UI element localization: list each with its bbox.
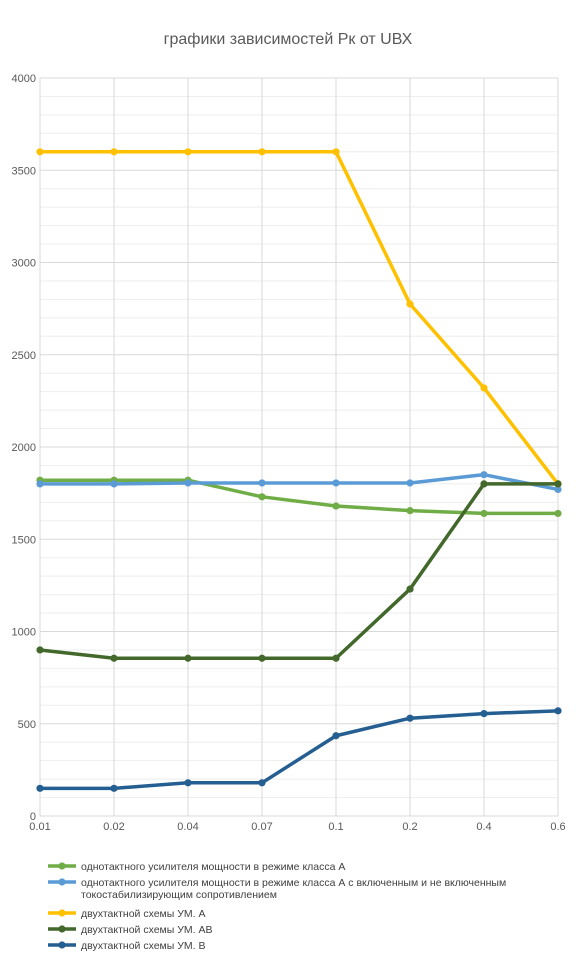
x-tick-label: 0.02 xyxy=(103,821,124,833)
legend-label: однотактного усилителя мощности в режиме… xyxy=(81,877,506,901)
y-tick-label: 4000 xyxy=(12,73,36,85)
legend-item-2: однотактного усилителя мощности в режиме… xyxy=(48,877,506,901)
legend-item-1: однотактного усилителя мощности в режиме… xyxy=(48,861,345,873)
y-tick-label: 1500 xyxy=(12,534,36,546)
series-2 xyxy=(36,471,562,494)
data-point xyxy=(184,148,192,156)
series-line xyxy=(38,472,560,492)
data-point xyxy=(184,479,192,487)
data-point xyxy=(332,732,340,740)
data-point xyxy=(110,480,118,488)
data-point xyxy=(110,654,118,662)
series-line xyxy=(38,478,560,516)
data-point xyxy=(554,707,562,715)
y-tick-label: 3000 xyxy=(12,258,36,270)
data-point xyxy=(554,480,562,488)
series-5 xyxy=(36,707,562,792)
series-1 xyxy=(36,476,562,518)
data-point xyxy=(480,710,488,718)
y-tick-label: 2500 xyxy=(12,350,36,362)
x-tick-label: 0.07 xyxy=(251,821,272,833)
data-point xyxy=(258,479,266,487)
data-point xyxy=(258,493,266,501)
data-point xyxy=(36,646,44,654)
x-tick-label: 0.1 xyxy=(328,821,343,833)
chart-title: графики зависимостей Рк от UВХ xyxy=(164,31,413,48)
data-point xyxy=(36,480,44,488)
y-tick-label: 500 xyxy=(18,719,36,731)
data-point xyxy=(480,509,488,518)
data-point xyxy=(36,148,44,156)
data-point xyxy=(258,148,266,156)
legend-swatch-marker xyxy=(58,878,66,886)
data-point xyxy=(406,585,414,593)
legend-label: двухтактной схемы УМ. АВ xyxy=(81,924,213,936)
legend-swatch-marker xyxy=(58,862,66,870)
data-point xyxy=(110,784,118,792)
x-tick-label: 0.6 xyxy=(550,821,565,833)
data-point xyxy=(110,148,118,156)
legend-label: двухтактной схемы УМ. А xyxy=(81,908,206,920)
data-point xyxy=(480,384,488,392)
y-tick-label: 2000 xyxy=(12,442,36,454)
data-point xyxy=(36,784,44,792)
x-tick-label: 0.2 xyxy=(402,821,417,833)
data-point xyxy=(406,479,414,487)
grid xyxy=(39,77,559,817)
series-line xyxy=(38,709,560,791)
data-point xyxy=(258,779,266,787)
data-point xyxy=(332,654,340,662)
plot-area xyxy=(36,148,562,792)
legend-swatch-marker xyxy=(58,909,66,917)
data-point xyxy=(332,148,340,156)
x-tick-label: 0.04 xyxy=(177,821,198,833)
legend-label: двухтактной схемы УМ. В xyxy=(81,940,206,952)
data-point xyxy=(406,714,414,722)
x-tick-label: 0.01 xyxy=(29,821,50,833)
legend-swatch-marker xyxy=(58,941,66,949)
data-point xyxy=(406,507,414,515)
data-point xyxy=(554,509,562,518)
series-4 xyxy=(36,480,562,662)
y-tick-label: 0 xyxy=(30,811,36,823)
legend-label: однотактного усилителя мощности в режиме… xyxy=(81,861,345,873)
series-line xyxy=(38,482,560,661)
legend-swatch-marker xyxy=(58,925,66,933)
y-tick-label: 1000 xyxy=(12,627,36,639)
data-point xyxy=(406,300,414,308)
y-tick-label: 3500 xyxy=(12,165,36,177)
legend-item-4: двухтактной схемы УМ. АВ xyxy=(48,924,213,936)
data-point xyxy=(480,480,488,488)
data-point xyxy=(184,654,192,662)
axes: 0 500 1000 1500 2000 2500 3000 3500 4000 0.01 0.02… xyxy=(12,73,566,833)
data-point xyxy=(332,479,340,487)
data-point xyxy=(332,502,340,510)
series-line xyxy=(38,150,560,486)
data-point xyxy=(480,471,488,479)
x-tick-label: 0.4 xyxy=(476,821,491,833)
legend-item-5: двухтактной схемы УМ. В xyxy=(48,940,206,952)
legend-item-3: двухтактной схемы УМ. А xyxy=(48,908,206,920)
data-point xyxy=(184,779,192,787)
data-point xyxy=(554,485,562,494)
data-point xyxy=(258,654,266,662)
legend: однотактного усилителя мощности в режиме… xyxy=(48,861,506,952)
